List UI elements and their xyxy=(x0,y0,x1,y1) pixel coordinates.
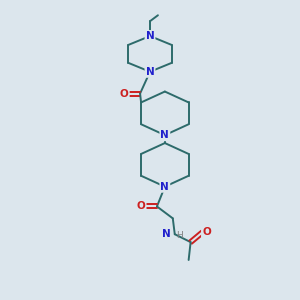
Text: N: N xyxy=(146,31,154,41)
Text: N: N xyxy=(160,130,169,140)
Text: O: O xyxy=(202,227,211,237)
Text: N: N xyxy=(162,229,171,239)
Text: O: O xyxy=(120,88,129,98)
Text: N: N xyxy=(146,67,154,77)
Text: H: H xyxy=(176,231,182,240)
Text: O: O xyxy=(137,202,146,212)
Text: N: N xyxy=(160,182,169,192)
